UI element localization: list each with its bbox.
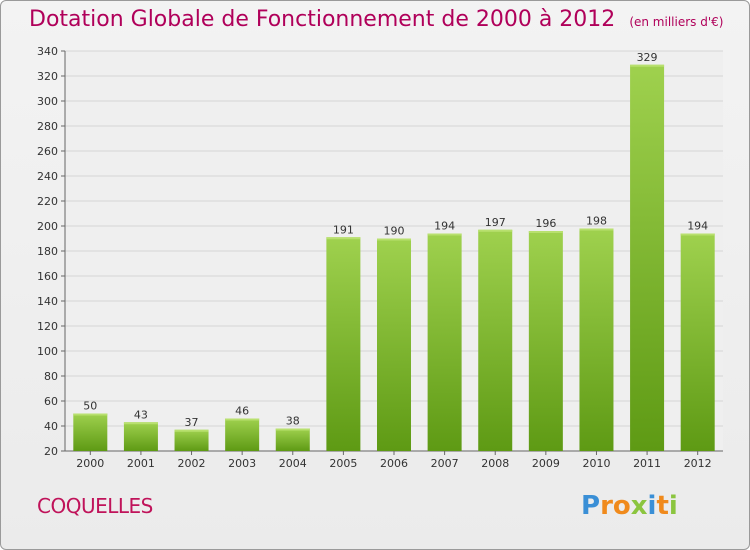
y-tick-label: 240 [37,170,58,183]
bar-value-label: 50 [83,400,97,413]
bar [427,233,462,451]
x-tick-label: 2012 [684,457,712,470]
x-tick-label: 2011 [633,457,661,470]
bar [630,64,665,451]
x-tick-label: 2006 [380,457,408,470]
bar-layer: 50 43 37 46 38 191 190 194 197 196 198 329 194 [73,51,715,451]
x-tick-label: 2010 [582,457,610,470]
x-tick-label: 2004 [279,457,307,470]
y-tick-label: 100 [37,345,58,358]
bar [579,228,614,451]
bar-value-label: 196 [535,217,556,230]
bar-top-highlight [377,238,411,241]
y-tick-label: 320 [37,70,58,83]
logo-letter: i [668,491,678,521]
chart-title-block: Dotation Globale de Fonctionnement de 20… [29,7,723,32]
commune-name: COQUELLES [37,494,153,518]
chart-unit-note: (en milliers d'€) [629,15,724,29]
bar-top-highlight [680,233,715,236]
logo-letter: x [630,491,648,521]
logo-letter: t [656,491,669,521]
y-tick-label: 80 [44,370,58,383]
bar-top-highlight [123,422,158,425]
bar-top-highlight [73,413,108,416]
bar-value-label: 197 [485,216,506,229]
logo-letter: r [600,491,613,521]
y-tick-label: 40 [44,420,58,433]
y-tick-label: 200 [37,220,58,233]
bar-value-label: 37 [185,416,199,429]
y-tick-label: 260 [37,145,58,158]
bar-value-label: 191 [333,223,354,236]
logo-letter: o [612,491,631,521]
x-tick-label: 2008 [481,457,509,470]
bar-top-highlight [528,231,563,233]
x-tick-label: 2009 [532,457,560,470]
y-tick-label: 280 [37,120,58,133]
bar-value-label: 190 [384,225,405,238]
x-tick-label: 2001 [127,457,155,470]
y-tick-label: 60 [44,395,58,408]
bar [73,413,108,451]
bar [123,422,158,451]
bar [377,238,411,451]
bar-top-highlight [275,428,310,431]
bar-value-label: 194 [687,220,708,233]
y-tick-label: 160 [37,270,58,283]
bar [528,231,563,451]
bar-top-highlight [326,237,361,240]
x-tick-label: 2002 [178,457,206,470]
bar [326,237,361,451]
axis-layer: 20 40 60 80 100 120 140 160 180 200 220 240 260 280 30… [37,45,723,470]
bar-top-highlight [174,429,209,432]
proxiti-logo: Proxiti [581,491,678,521]
bar-value-label: 46 [235,405,249,418]
y-tick-label: 300 [37,95,58,108]
y-tick-label: 20 [44,445,58,458]
bar-top-highlight [427,233,462,236]
bar-value-label: 329 [637,51,658,64]
y-tick-label: 340 [37,45,58,58]
bar-value-label: 43 [134,408,148,421]
bar-top-highlight [579,228,614,231]
chart-title: Dotation Globale de Fonctionnement de 20… [29,7,616,32]
bar [174,429,209,451]
bar-top-highlight [225,418,260,421]
bar [478,229,513,451]
logo-letter: i [647,491,657,521]
bar [275,428,310,451]
y-tick-label: 220 [37,195,58,208]
y-tick-label: 140 [37,295,58,308]
y-tick-label: 180 [37,245,58,258]
bar-value-label: 194 [434,220,455,233]
x-tick-label: 2007 [431,457,459,470]
bar-top-highlight [478,229,513,232]
x-tick-label: 2000 [76,457,104,470]
bar-value-label: 198 [586,215,607,228]
x-tick-label: 2005 [329,457,357,470]
bar-value-label: 38 [286,415,300,428]
logo-letter: P [581,491,601,521]
bar-top-highlight [630,64,665,67]
bar [225,418,260,451]
bar [680,233,715,451]
x-tick-label: 2003 [228,457,256,470]
y-tick-label: 120 [37,320,58,333]
